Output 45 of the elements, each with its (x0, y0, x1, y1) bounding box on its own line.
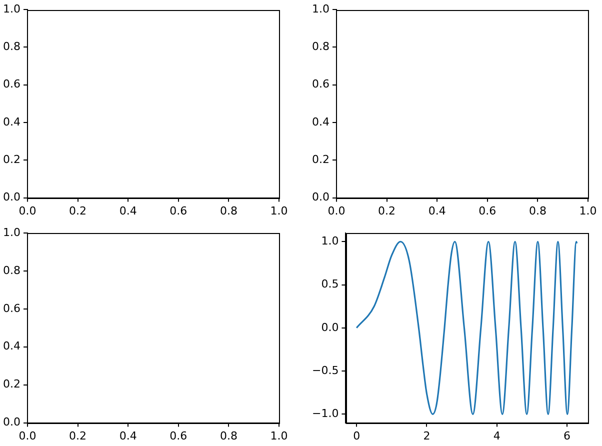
y-tick-label: −1.0 (312, 407, 339, 420)
y-tick-label: −0.5 (312, 364, 339, 377)
y-tick-label: 0.4 (2, 340, 20, 353)
y-tick-label: 0.8 (312, 40, 330, 54)
y-tick-label: 0.2 (2, 153, 20, 166)
y-tick-label: 0.4 (2, 115, 20, 128)
y-tick-label: 0.0 (2, 190, 20, 204)
x-tick-label: 4 (493, 429, 500, 442)
y-tick-label: 0.8 (2, 264, 20, 277)
x-tick-label: 6 (563, 429, 570, 442)
y-tick-label: 0.4 (312, 115, 330, 128)
line-series (356, 240, 578, 415)
y-tick-label: 0.6 (312, 78, 330, 91)
x-tick-label: 2 (423, 429, 430, 442)
y-tick-label: 1.0 (2, 2, 20, 16)
x-tick-label: 0.4 (428, 204, 446, 218)
x-tick-label: 0.2 (69, 204, 87, 218)
x-tick-label: 0.8 (528, 204, 546, 218)
y-tick-label: 1.0 (2, 226, 20, 239)
y-tick-label: 1.0 (321, 234, 339, 248)
y-tick-label: 0.0 (2, 416, 20, 429)
x-tick-label: 0.6 (170, 204, 188, 218)
x-tick-label: 0.6 (170, 429, 188, 442)
x-tick-label: 0 (353, 429, 360, 442)
x-tick-label: 1.0 (270, 204, 288, 218)
x-tick-label: 0.4 (119, 204, 137, 218)
x-tick-label: 0.6 (478, 204, 496, 218)
y-tick-label: 0.6 (2, 78, 20, 91)
x-tick-label: 0.8 (220, 204, 238, 218)
x-tick-label: 0.8 (220, 429, 238, 442)
y-tick-label: 0.0 (312, 190, 330, 204)
y-tick-label: 0.0 (321, 320, 339, 334)
x-tick-label: 0.4 (119, 429, 137, 442)
x-tick-label: 0.2 (378, 204, 396, 218)
y-tick-label: 1.0 (312, 2, 330, 16)
x-tick-label: 0.2 (69, 429, 87, 442)
x-tick-label: 0.0 (18, 429, 36, 442)
y-tick-label: 0.2 (2, 378, 20, 391)
x-tick-label: 1.0 (270, 429, 288, 442)
y-tick-label: 0.6 (2, 302, 20, 315)
y-tick-label: 0.2 (312, 153, 330, 166)
y-tick-label: 0.5 (321, 278, 339, 291)
y-tick-label: 0.8 (2, 40, 20, 54)
x-tick-label: 1.0 (579, 204, 597, 218)
x-tick-label: 0.0 (18, 204, 36, 218)
